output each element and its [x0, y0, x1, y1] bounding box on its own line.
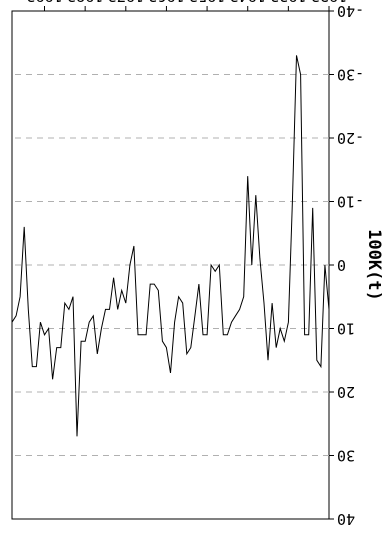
x-tick-label: 1993 [26, 0, 62, 5]
x-tick-label: 1933 [270, 0, 306, 5]
y-tick-label: -30 [337, 66, 364, 84]
x-tick-label: 1973 [108, 0, 144, 5]
y-tick-label: -40 [337, 2, 364, 20]
x-tick-label: 1923 [311, 0, 347, 5]
x-tick-label: 1943 [230, 0, 266, 5]
y-tick-label: 0 [337, 256, 346, 274]
x-tick-label: 1983 [67, 0, 103, 5]
y-axis-label: 100K(t) [364, 229, 384, 301]
y-tick-label: 10 [337, 320, 355, 338]
grid-lines [12, 74, 329, 456]
y-tick-label: 40 [337, 510, 355, 528]
x-tick-label: 1953 [189, 0, 225, 5]
y-tick-label: -20 [337, 129, 364, 147]
y-axis-ticks: 40 30 20 10 0 -10 -20 -30 -40 [329, 2, 364, 528]
x-axis-ticks: 1923 1933 1943 1953 1963 1973 1983 1993 [26, 0, 347, 11]
x-tick-label: 1963 [148, 0, 184, 5]
y-tick-label: 20 [337, 383, 355, 401]
series-line [11, 55, 330, 437]
y-tick-label: 30 [337, 447, 355, 465]
y-tick-label: -10 [337, 193, 364, 211]
